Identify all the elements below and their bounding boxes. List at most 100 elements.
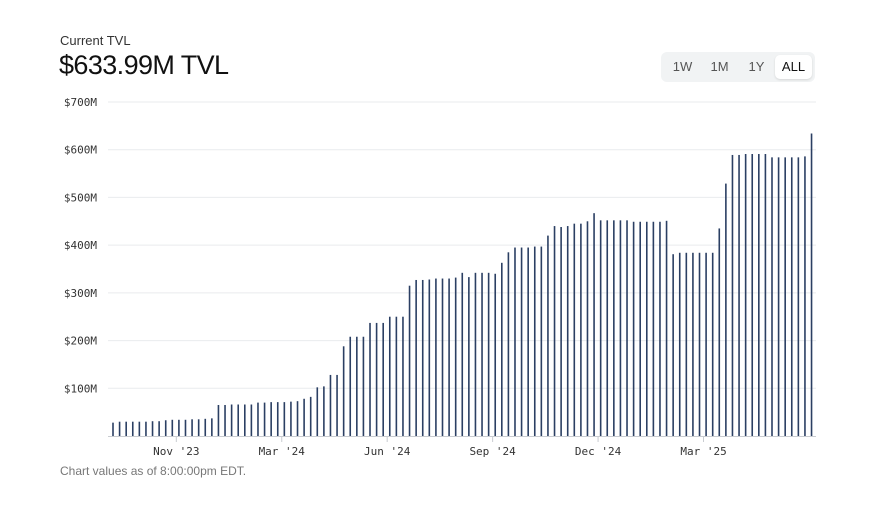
- tvl-bar[interactable]: [244, 404, 246, 436]
- tvl-bar[interactable]: [435, 278, 437, 436]
- tvl-bar[interactable]: [382, 322, 384, 436]
- tvl-bar[interactable]: [421, 279, 424, 436]
- tvl-bar[interactable]: [593, 213, 595, 436]
- tvl-bar[interactable]: [402, 316, 404, 436]
- tvl-bar[interactable]: [790, 157, 793, 436]
- tvl-bar[interactable]: [711, 252, 714, 436]
- tvl-bar[interactable]: [751, 154, 754, 436]
- tvl-bar[interactable]: [599, 220, 602, 436]
- tvl-bar[interactable]: [533, 246, 536, 436]
- tvl-bar[interactable]: [672, 254, 674, 436]
- tvl-bar[interactable]: [283, 402, 286, 436]
- tvl-bar[interactable]: [118, 421, 121, 436]
- tvl-bar[interactable]: [520, 247, 523, 436]
- tvl-bar[interactable]: [230, 404, 233, 436]
- tvl-bar[interactable]: [777, 157, 780, 436]
- tvl-bar[interactable]: [250, 404, 253, 436]
- tvl-bar[interactable]: [659, 221, 661, 436]
- tvl-bar[interactable]: [316, 387, 319, 436]
- tvl-bar[interactable]: [224, 404, 226, 436]
- tvl-bar[interactable]: [474, 272, 477, 436]
- range-button-1w[interactable]: 1W: [672, 59, 693, 74]
- tvl-bar[interactable]: [606, 220, 609, 436]
- tvl-bar[interactable]: [540, 246, 543, 436]
- tvl-bar[interactable]: [375, 322, 378, 436]
- tvl-bar[interactable]: [586, 221, 589, 436]
- tvl-bar[interactable]: [204, 418, 207, 436]
- tvl-bar[interactable]: [428, 279, 431, 437]
- tvl-bar[interactable]: [408, 285, 411, 436]
- tvl-bar[interactable]: [705, 252, 707, 436]
- tvl-bar[interactable]: [566, 226, 569, 436]
- tvl-bar[interactable]: [764, 154, 767, 436]
- tvl-bar[interactable]: [112, 422, 114, 436]
- tvl-bar[interactable]: [698, 252, 701, 436]
- tvl-bar[interactable]: [744, 154, 747, 436]
- tvl-bar[interactable]: [632, 221, 635, 436]
- tvl-bar[interactable]: [626, 220, 628, 436]
- tvl-bar[interactable]: [461, 272, 464, 436]
- tvl-bar[interactable]: [725, 183, 727, 436]
- tvl-bar[interactable]: [158, 421, 160, 436]
- tvl-bar[interactable]: [303, 398, 305, 436]
- tvl-bar[interactable]: [356, 336, 358, 436]
- tvl-bar[interactable]: [494, 273, 497, 436]
- tvl-bar[interactable]: [125, 421, 127, 436]
- tvl-bar[interactable]: [151, 421, 154, 436]
- tvl-bar[interactable]: [665, 220, 668, 436]
- tvl-bar[interactable]: [211, 418, 213, 436]
- tvl-bar[interactable]: [131, 421, 134, 436]
- tvl-bar[interactable]: [639, 221, 641, 436]
- tvl-bar[interactable]: [257, 402, 259, 436]
- tvl-bar[interactable]: [197, 419, 200, 436]
- tvl-bar[interactable]: [468, 277, 470, 436]
- tvl-bar[interactable]: [784, 157, 786, 436]
- tvl-bar[interactable]: [645, 221, 648, 436]
- tvl-bar[interactable]: [138, 421, 141, 436]
- tvl-bar[interactable]: [323, 386, 325, 436]
- tvl-bar[interactable]: [692, 252, 694, 436]
- tvl-bar[interactable]: [448, 278, 450, 436]
- tvl-bar[interactable]: [580, 223, 582, 436]
- tvl-bar[interactable]: [652, 221, 655, 436]
- tvl-bar[interactable]: [276, 402, 279, 436]
- tvl-bar[interactable]: [270, 402, 272, 436]
- tvl-bar[interactable]: [507, 252, 510, 436]
- tvl-bar[interactable]: [804, 156, 806, 436]
- tvl-bar[interactable]: [349, 336, 352, 436]
- tvl-bar[interactable]: [487, 272, 490, 436]
- tvl-bar[interactable]: [527, 247, 529, 436]
- tvl-bar[interactable]: [388, 316, 391, 436]
- tvl-bar[interactable]: [685, 252, 688, 436]
- tvl-bar[interactable]: [560, 227, 562, 436]
- range-button-all[interactable]: ALL: [775, 55, 812, 79]
- tvl-bar[interactable]: [217, 404, 220, 436]
- tvl-bar[interactable]: [263, 402, 266, 436]
- tvl-bar[interactable]: [810, 133, 813, 437]
- tvl-bar[interactable]: [441, 278, 444, 436]
- tvl-bar[interactable]: [678, 252, 681, 436]
- tvl-bar[interactable]: [296, 401, 299, 436]
- tvl-bar[interactable]: [342, 346, 345, 436]
- tvl-bar[interactable]: [547, 235, 549, 436]
- tvl-bar[interactable]: [553, 226, 556, 436]
- tvl-bar[interactable]: [178, 419, 180, 436]
- tvl-bar[interactable]: [395, 316, 398, 436]
- tvl-bar[interactable]: [329, 374, 332, 436]
- tvl-bar[interactable]: [362, 336, 365, 436]
- tvl-bar[interactable]: [145, 421, 147, 436]
- tvl-bar[interactable]: [501, 262, 503, 436]
- tvl-bar[interactable]: [164, 420, 167, 436]
- tvl-bar[interactable]: [613, 220, 615, 436]
- tvl-bar[interactable]: [573, 223, 576, 436]
- tvl-bar[interactable]: [171, 419, 174, 436]
- tvl-bar[interactable]: [619, 220, 622, 436]
- tvl-bar[interactable]: [514, 247, 516, 436]
- tvl-bar[interactable]: [237, 404, 240, 436]
- tvl-bar[interactable]: [771, 157, 773, 436]
- tvl-bar[interactable]: [731, 154, 734, 436]
- tvl-bar[interactable]: [191, 419, 193, 436]
- tvl-bar[interactable]: [184, 419, 187, 436]
- tvl-bar[interactable]: [718, 228, 721, 436]
- tvl-bar[interactable]: [415, 279, 417, 436]
